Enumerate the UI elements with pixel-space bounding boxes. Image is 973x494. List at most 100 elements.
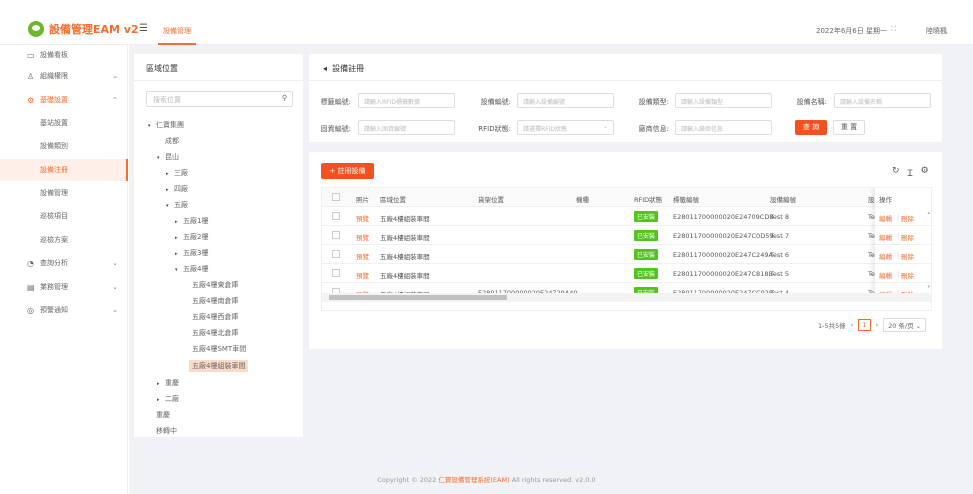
tree-node[interactable]: ▸ 五廠3樓 [175, 248, 208, 258]
top-header: 設備管理EAM v2 ☰ 設備管理 2022年6月6日 星期一 ⛶ 陸曉楓 [0, 16, 973, 45]
caret-left-icon[interactable]: ◂ [323, 64, 328, 73]
horizontal-scrollbar[interactable] [322, 293, 931, 302]
reset-button[interactable]: 重 置 [833, 120, 865, 135]
tree-toggle-icon[interactable]: ▸ [175, 219, 178, 225]
sidebar-item[interactable]: ♙ 組織權限 ⌄ [0, 65, 128, 87]
tab-equipment-management[interactable]: 設備管理 [158, 16, 196, 45]
tree-node[interactable]: 五廠4樓SMT車間 [192, 344, 246, 354]
footer-brand-link[interactable]: 仁寶設備管理系統(EAM) [438, 476, 510, 484]
input-field[interactable]: 請輸入廠商信息 [675, 120, 772, 135]
tree-node[interactable]: 五廠4樓東倉庫 [192, 280, 238, 290]
tree-toggle-icon[interactable]: ▸ [166, 187, 169, 193]
input-field[interactable]: 請輸入設備類型 [675, 93, 772, 108]
edit-link[interactable]: 編輯 [879, 234, 892, 242]
sidebar-item[interactable]: ◔ 查詢分析 ⌄ [0, 252, 128, 274]
next-page-button[interactable]: › [875, 321, 879, 329]
tree-node[interactable]: ▸ 重慶 [157, 378, 179, 388]
query-button[interactable]: 查 詢 [795, 120, 827, 135]
tree-toggle-icon[interactable]: ▸ [175, 235, 178, 241]
sidebar-item[interactable]: ⚙ 基礎設置 ⌃ [0, 89, 128, 111]
tree-node[interactable]: ▾ 五廠4樓 [175, 264, 208, 274]
area-tree-panel: 區域位置 搜索位置 ⚲ ▾ 仁寶集團 成都 ▾ 昆山 ▸ 三廠 ▸ 四廠 ▾ 五廠 ▸ 五廠1樓 ▸ 五廠2樓… [134, 54, 303, 437]
sidebar-item[interactable]: ▭ 設備看板 [0, 44, 128, 66]
row-checkbox[interactable] [332, 269, 340, 277]
scroll-up-icon[interactable]: ▴ [927, 210, 930, 216]
row-checkbox[interactable] [332, 212, 340, 220]
tree-node[interactable]: ▾ 仁寶集團 [148, 120, 184, 130]
select-all-checkbox[interactable] [332, 193, 340, 201]
input-field[interactable]: 請輸入RFID標籤數據 [358, 93, 455, 108]
sidebar-item[interactable]: 設備注冊 [0, 159, 128, 181]
sidebar-item[interactable]: 設備管理 [0, 182, 128, 204]
register-equipment-button[interactable]: + 註冊設備 [321, 163, 374, 179]
tree-toggle-icon[interactable]: ▾ [148, 123, 151, 129]
tree-node[interactable]: ▸ 二廠 [157, 394, 179, 404]
preview-link[interactable]: 預覽 [356, 253, 369, 261]
tree-search-input[interactable]: 搜索位置 ⚲ [146, 91, 293, 107]
tree-node[interactable]: ▸ 五廠2樓 [175, 232, 208, 242]
row-checkbox[interactable] [332, 231, 340, 239]
edit-link[interactable]: 編輯 [879, 272, 892, 280]
fullscreen-icon[interactable]: ⛶ [891, 25, 896, 33]
preview-link[interactable]: 預覽 [356, 234, 369, 242]
page-size-select[interactable]: 20 条/页 ⌄ [883, 318, 927, 332]
sidebar-item[interactable]: ▤ 業務管理 ⌄ [0, 276, 128, 298]
preview-link[interactable]: 預覽 [356, 215, 369, 223]
tree-node[interactable]: 五廠4樓北倉庫 [192, 328, 238, 338]
sidebar-item[interactable]: ◎ 預警通知 ⌄ [0, 299, 128, 321]
tree-toggle-icon[interactable]: ▸ [166, 171, 169, 177]
tree-node[interactable]: ▸ 四廠 [166, 184, 188, 194]
divider: | [897, 251, 900, 259]
tree-node[interactable]: ▾ 五廠 [166, 200, 188, 210]
delete-link[interactable]: 刪除 [901, 253, 914, 261]
edit-link[interactable]: 編輯 [879, 215, 892, 223]
refresh-icon[interactable]: ↻ [892, 166, 900, 176]
preview-link[interactable]: 預覽 [356, 272, 369, 280]
user-name[interactable]: 陸曉楓 [926, 27, 947, 35]
input-field[interactable]: 請輸入固資編號 [358, 120, 455, 135]
search-icon[interactable]: ⚲ [281, 94, 287, 102]
tree-toggle-icon[interactable]: ▾ [166, 203, 169, 209]
delete-link[interactable]: 刪除 [901, 234, 914, 242]
tree-node[interactable]: 移轉中 [156, 426, 177, 436]
tree-toggle-icon[interactable]: ▸ [157, 397, 160, 403]
tree-node[interactable]: 五廠4樓組裝車間 [189, 360, 249, 372]
column-header: RFID狀態 [634, 196, 663, 204]
tree-node[interactable]: ▸ 五廠1樓 [175, 216, 208, 226]
tree-node[interactable]: ▸ 三廠 [166, 168, 188, 178]
tree-node[interactable]: 重慶 [156, 410, 170, 420]
settings-icon[interactable]: ⚙ [920, 166, 929, 176]
tree-toggle-icon[interactable]: ▾ [175, 267, 178, 273]
sidebar-item[interactable]: 巡檢項目 [0, 205, 128, 227]
sidebar-item[interactable]: 設備類別 [0, 135, 128, 157]
delete-link[interactable]: 刪除 [901, 272, 914, 280]
cell-area: 五廠4樓組裝車間 [380, 253, 430, 261]
sidebar-item[interactable]: 巡檢方案 [0, 229, 128, 251]
prev-page-button[interactable]: ‹ [850, 321, 854, 329]
tree-node[interactable]: 五廠4樓南倉庫 [192, 296, 238, 306]
input-field[interactable]: 請輸入設備名稱 [834, 93, 931, 108]
input-field[interactable]: 請輸入設備編號 [517, 93, 614, 108]
menu-fold-icon[interactable]: ☰ [139, 23, 148, 34]
divider: | [897, 213, 900, 221]
column-header: 操作 [879, 196, 892, 204]
tree-node[interactable]: 成都 [165, 136, 179, 146]
scrollbar-thumb[interactable] [329, 295, 507, 300]
edit-link[interactable]: 編輯 [879, 253, 892, 261]
tree-toggle-icon[interactable]: ▸ [157, 381, 160, 387]
scroll-down-icon[interactable]: ▾ [927, 284, 930, 290]
column-height-icon[interactable]: Ɪ [907, 169, 913, 179]
tree-node[interactable]: 五廠4樓西倉庫 [192, 312, 238, 322]
column-header: 設備編號 [770, 196, 796, 204]
row-actions: 編輯 |刪除 [875, 226, 931, 245]
sidebar-item-label: 設備類別 [40, 142, 68, 150]
row-checkbox[interactable] [332, 250, 340, 258]
tree-toggle-icon[interactable]: ▾ [157, 155, 160, 161]
sidebar-item[interactable]: 基站設置 [0, 112, 128, 134]
tree-node[interactable]: ▾ 昆山 [157, 152, 179, 162]
tree-toggle-icon[interactable]: ▸ [175, 251, 178, 257]
delete-link[interactable]: 刪除 [901, 215, 914, 223]
select-field[interactable]: 請選擇RFID狀態 ⌄ [517, 120, 614, 135]
page-1[interactable]: 1 [858, 319, 871, 331]
